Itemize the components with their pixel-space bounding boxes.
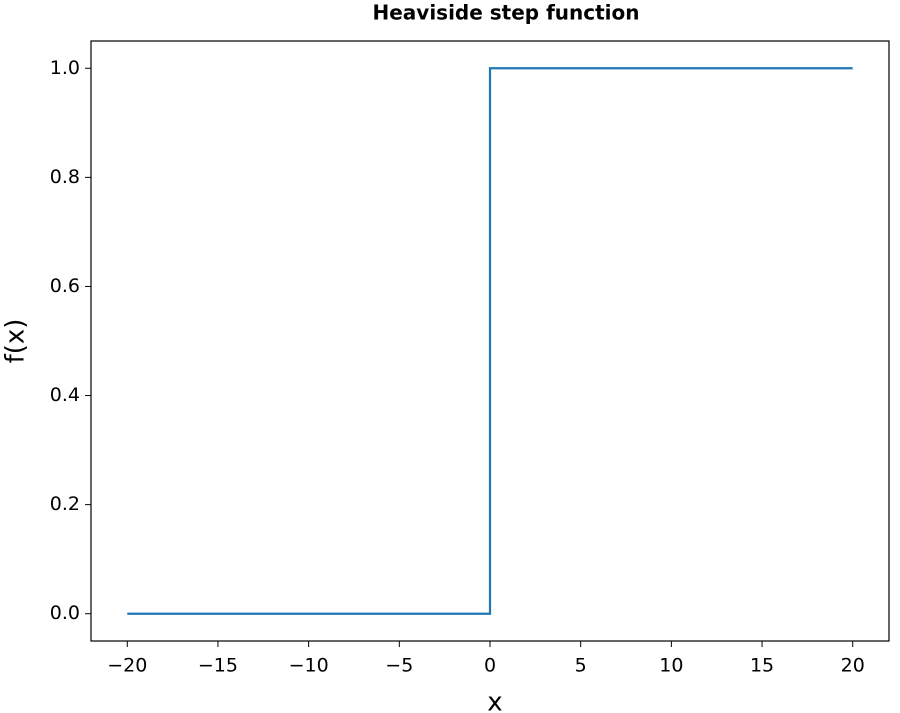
x-tick-label: 5	[575, 655, 587, 677]
x-tick-label: 20	[841, 655, 865, 677]
y-tick-label: 0.6	[50, 275, 80, 297]
x-tick-label: −15	[198, 655, 238, 677]
y-tick-label: 0.2	[50, 493, 80, 515]
x-axis-label: x	[487, 688, 502, 713]
x-tick-label: −10	[289, 655, 329, 677]
data-line	[127, 67, 853, 615]
plot-frame	[90, 40, 890, 642]
y-tick-label: 0.4	[50, 384, 80, 406]
x-tick-label: −5	[385, 655, 413, 677]
y-tick-label: 0.8	[50, 166, 80, 188]
y-tick-label: 0.0	[50, 602, 80, 624]
x-tick-label: 10	[659, 655, 683, 677]
x-tick-label: 15	[750, 655, 774, 677]
chart-title: Heaviside step function	[372, 1, 639, 25]
x-tick-label: 0	[484, 655, 496, 677]
x-tick-label: −20	[107, 655, 147, 677]
y-axis-label: f(x)	[1, 319, 31, 364]
y-tick-label: 1.0	[50, 57, 80, 79]
